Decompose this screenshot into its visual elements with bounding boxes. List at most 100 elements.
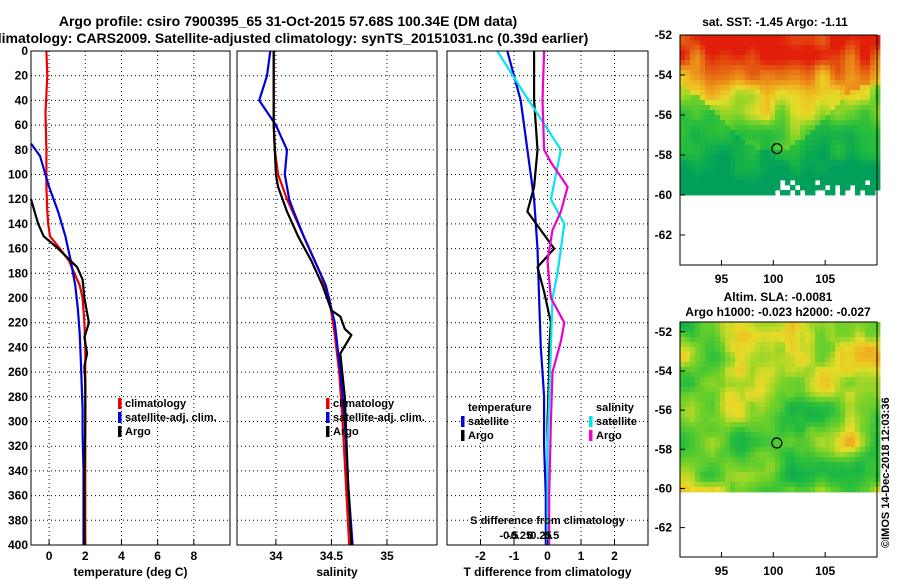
heatmap-cell: [680, 65, 686, 71]
heatmap-cell: [815, 477, 821, 483]
heatmap-cell: [865, 185, 871, 191]
heatmap-cell: [840, 322, 846, 328]
heatmap-cell: [845, 377, 851, 383]
heatmap-cell: [810, 467, 816, 473]
heatmap-cell: [810, 170, 816, 176]
heatmap-cell: [745, 327, 751, 333]
heatmap-cell: [775, 442, 781, 448]
heatmap-cell: [780, 362, 786, 368]
heatmap-cell: [795, 140, 801, 146]
heatmap-cell: [775, 342, 781, 348]
heatmap-cell: [830, 95, 836, 101]
heatmap-cell: [710, 387, 716, 393]
heatmap-cell: [720, 35, 726, 41]
heatmap-cell: [695, 190, 701, 196]
heatmap-cell: [805, 352, 811, 358]
heatmap-cell: [750, 452, 756, 458]
heatmap-cell: [785, 190, 791, 196]
heatmap-cell: [820, 35, 826, 41]
map-x-tick-label: 95: [715, 564, 729, 578]
heatmap-cell: [680, 387, 686, 393]
heatmap-cell: [755, 487, 761, 493]
heatmap-cell: [755, 85, 761, 91]
heatmap-cell: [720, 462, 726, 468]
heatmap-cell: [680, 367, 686, 373]
heatmap-cell: [870, 452, 876, 458]
heatmap-cell: [715, 50, 721, 56]
heatmap-cell: [725, 462, 731, 468]
heatmap-cell: [700, 372, 706, 378]
heatmap-cell: [765, 457, 771, 463]
heatmap-cell: [845, 357, 851, 363]
heatmap-cell: [720, 115, 726, 121]
heatmap-cell: [835, 337, 841, 343]
heatmap-cell: [750, 50, 756, 56]
heatmap-cell: [745, 125, 751, 131]
heatmap-cell: [690, 472, 696, 478]
legend-label: Argo: [125, 426, 151, 438]
heatmap-cell: [820, 120, 826, 126]
heatmap-cell: [840, 392, 846, 398]
heatmap-cell: [775, 437, 781, 443]
heatmap-cell: [755, 150, 761, 156]
heatmap-cell: [840, 145, 846, 151]
heatmap-cell: [775, 160, 781, 166]
heatmap-cell: [805, 150, 811, 156]
heatmap-cell: [825, 442, 831, 448]
heatmap-cell: [680, 437, 686, 443]
heatmap-cell: [685, 95, 691, 101]
heatmap-cell: [870, 417, 876, 423]
heatmap-cell: [805, 45, 811, 51]
heatmap-cell: [760, 332, 766, 338]
heatmap-cell: [775, 477, 781, 483]
heatmap-cell: [690, 337, 696, 343]
heatmap-cell: [695, 80, 701, 86]
heatmap-cell: [700, 462, 706, 468]
heatmap-cell: [850, 150, 856, 156]
heatmap-cell: [750, 95, 756, 101]
heatmap-cell: [690, 185, 696, 191]
heatmap-cell: [775, 417, 781, 423]
heatmap-cell: [750, 190, 756, 196]
heatmap-cell: [785, 160, 791, 166]
heatmap-cell: [840, 185, 846, 191]
heatmap-cell: [830, 322, 836, 328]
heatmap-cell: [835, 70, 841, 76]
heatmap-cell: [830, 472, 836, 478]
heatmap-cell: [860, 472, 866, 478]
heatmap-cell: [805, 130, 811, 136]
heatmap-cell: [700, 352, 706, 358]
heatmap-cell: [720, 135, 726, 141]
heatmap-cell: [700, 100, 706, 106]
heatmap-cell: [780, 145, 786, 151]
legend-group-title: salinity: [596, 402, 635, 414]
heatmap-cell: [730, 155, 736, 161]
heatmap-cell: [755, 115, 761, 121]
heatmap-cell: [800, 185, 806, 191]
heatmap-cell: [805, 90, 811, 96]
heatmap-cell: [695, 327, 701, 333]
heatmap-cell: [780, 452, 786, 458]
heatmap-cell: [850, 105, 856, 111]
heatmap-cell: [785, 357, 791, 363]
heatmap-cell: [785, 45, 791, 51]
heatmap-cell: [700, 165, 706, 171]
heatmap-cell: [825, 60, 831, 66]
heatmap-cell: [815, 105, 821, 111]
heatmap-cell: [735, 145, 741, 151]
heatmap-cell: [835, 40, 841, 46]
heatmap-cell: [730, 95, 736, 101]
heatmap-cell: [775, 352, 781, 358]
heatmap-cell: [745, 407, 751, 413]
heatmap-cell: [840, 190, 846, 196]
heatmap-cell: [745, 80, 751, 86]
heatmap-cell: [725, 427, 731, 433]
heatmap-cell: [725, 432, 731, 438]
heatmap-cell: [790, 165, 796, 171]
heatmap-cell: [735, 437, 741, 443]
heatmap-cell: [870, 437, 876, 443]
heatmap-cell: [800, 85, 806, 91]
heatmap-cell: [740, 40, 746, 46]
heatmap-cell: [870, 457, 876, 463]
heatmap-cell: [870, 90, 876, 96]
